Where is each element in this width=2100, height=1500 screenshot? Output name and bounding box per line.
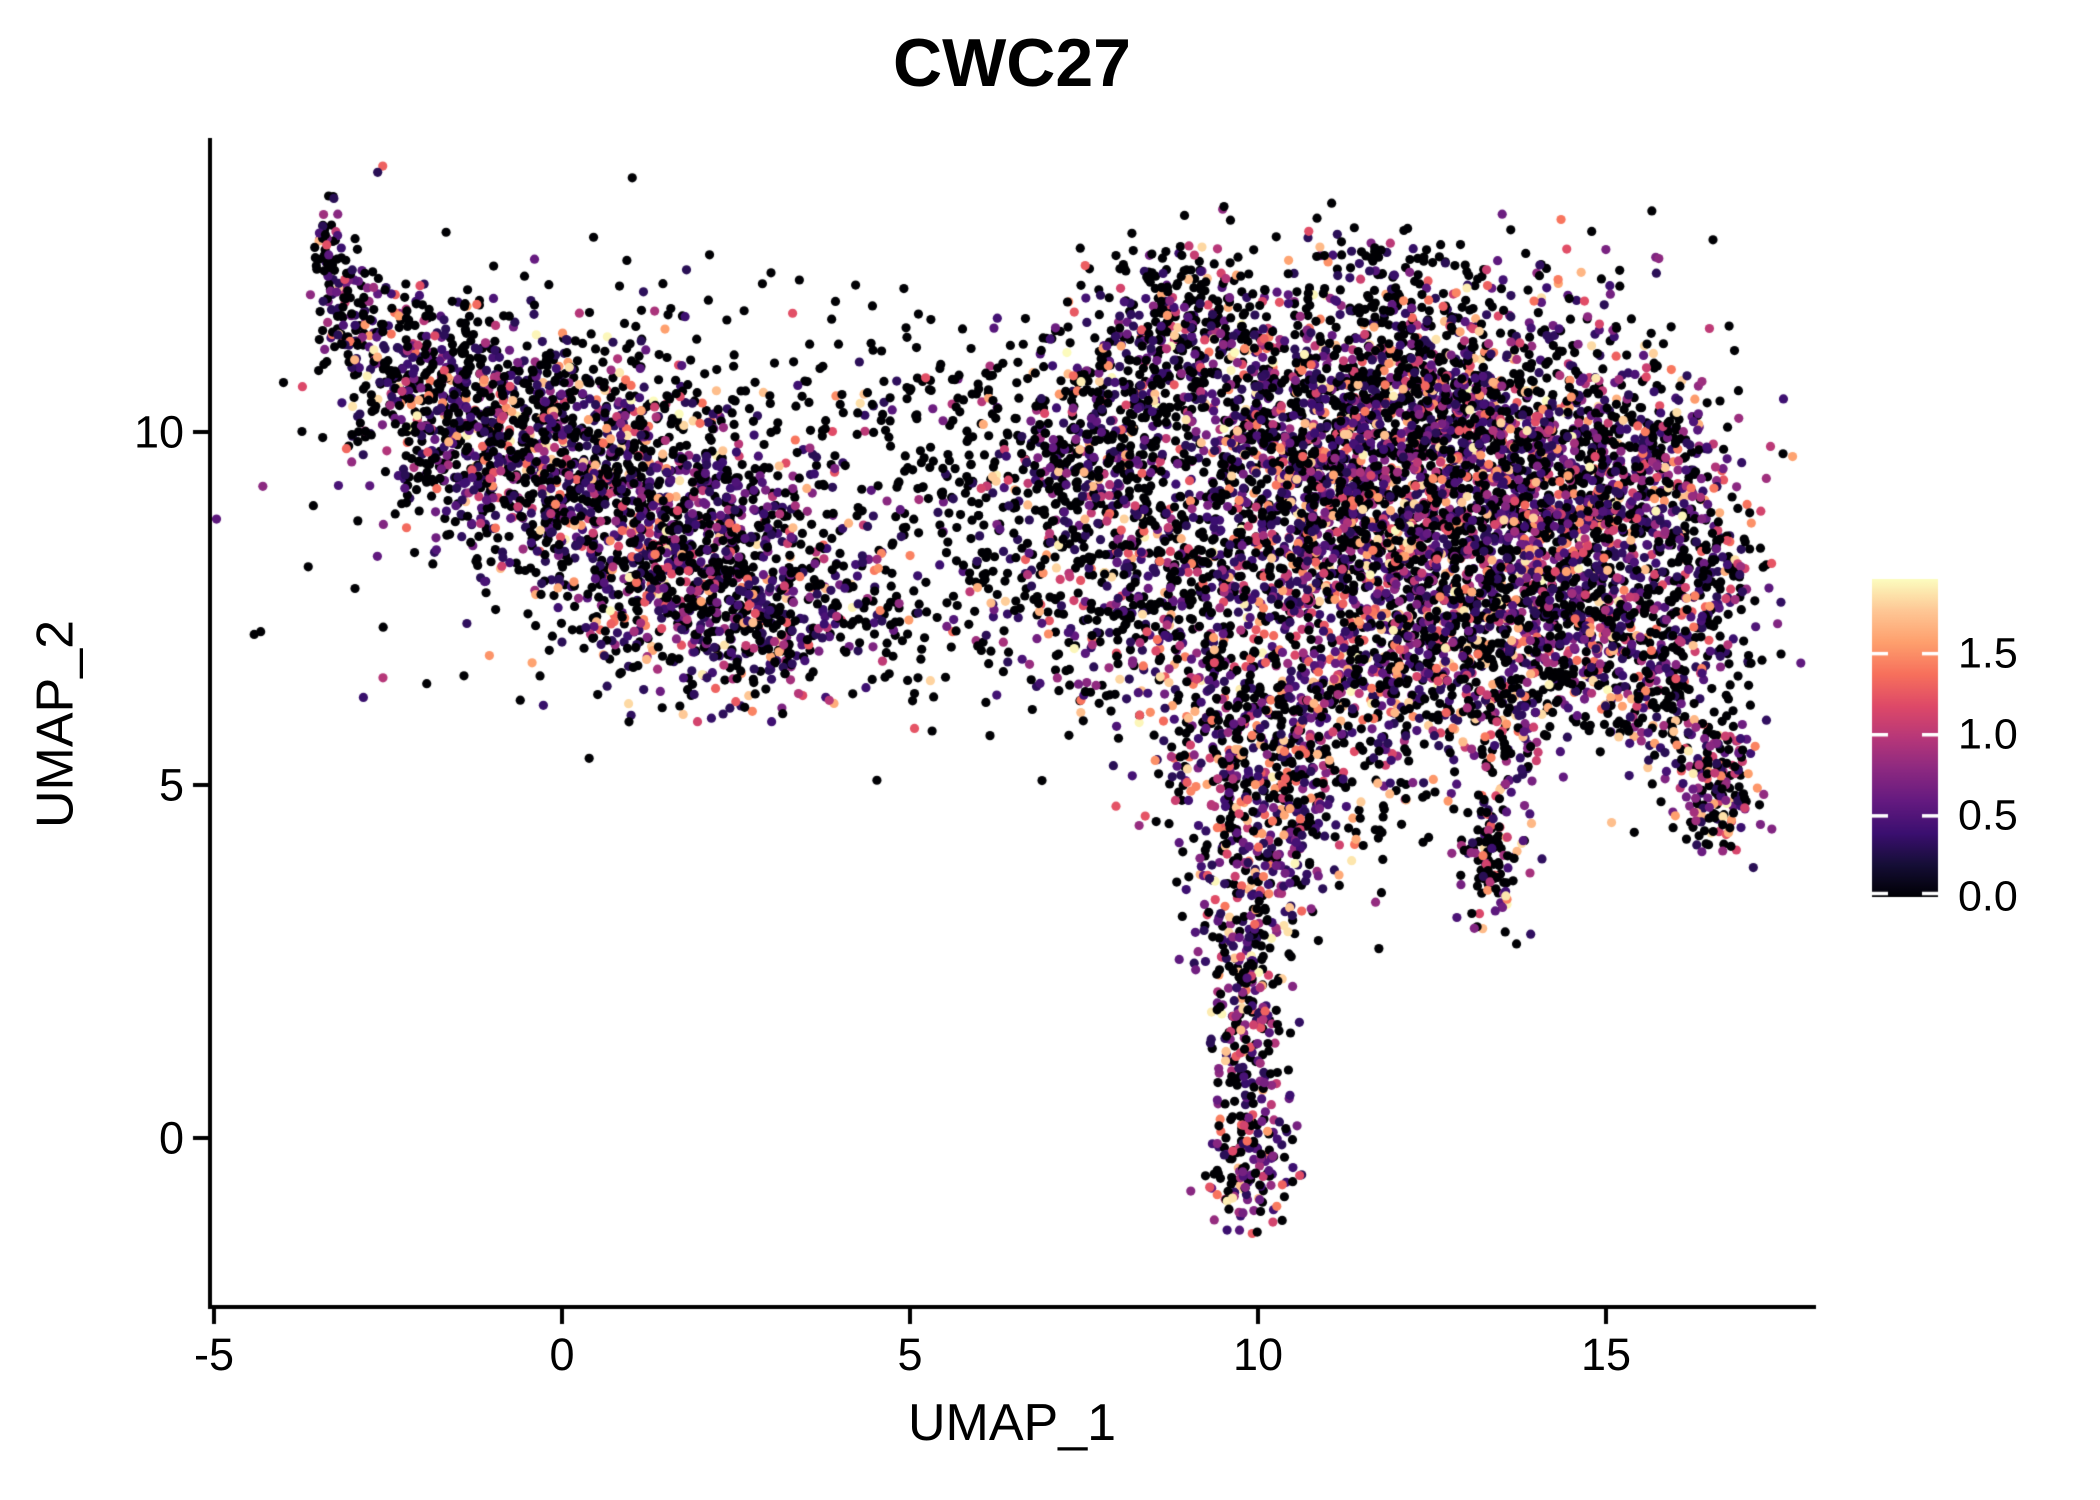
x-tick-label: 15 (1580, 1329, 1632, 1380)
x-axis-title: UMAP_1 (907, 1394, 1117, 1452)
colorbar-tick-label: 0.0 (1958, 872, 2018, 921)
colorbar-tick-label: 1.0 (1958, 710, 2018, 759)
y-tick-label: 10 (133, 406, 184, 458)
x-tick-label: 5 (897, 1329, 923, 1380)
plot-title: CWC27 (892, 25, 1132, 101)
colorbar-tick-label: 0.5 (1958, 791, 2018, 840)
y-tick-label: 0 (158, 1112, 184, 1164)
x-tick-label: 10 (1232, 1329, 1284, 1380)
x-tick-label: 0 (549, 1329, 575, 1380)
x-tick-label: -5 (193, 1329, 235, 1380)
y-tick-label: 5 (158, 759, 184, 811)
y-axis-title: UMAP_2 (26, 619, 85, 828)
colorbar-tick-label: 1.5 (1958, 629, 2018, 678)
